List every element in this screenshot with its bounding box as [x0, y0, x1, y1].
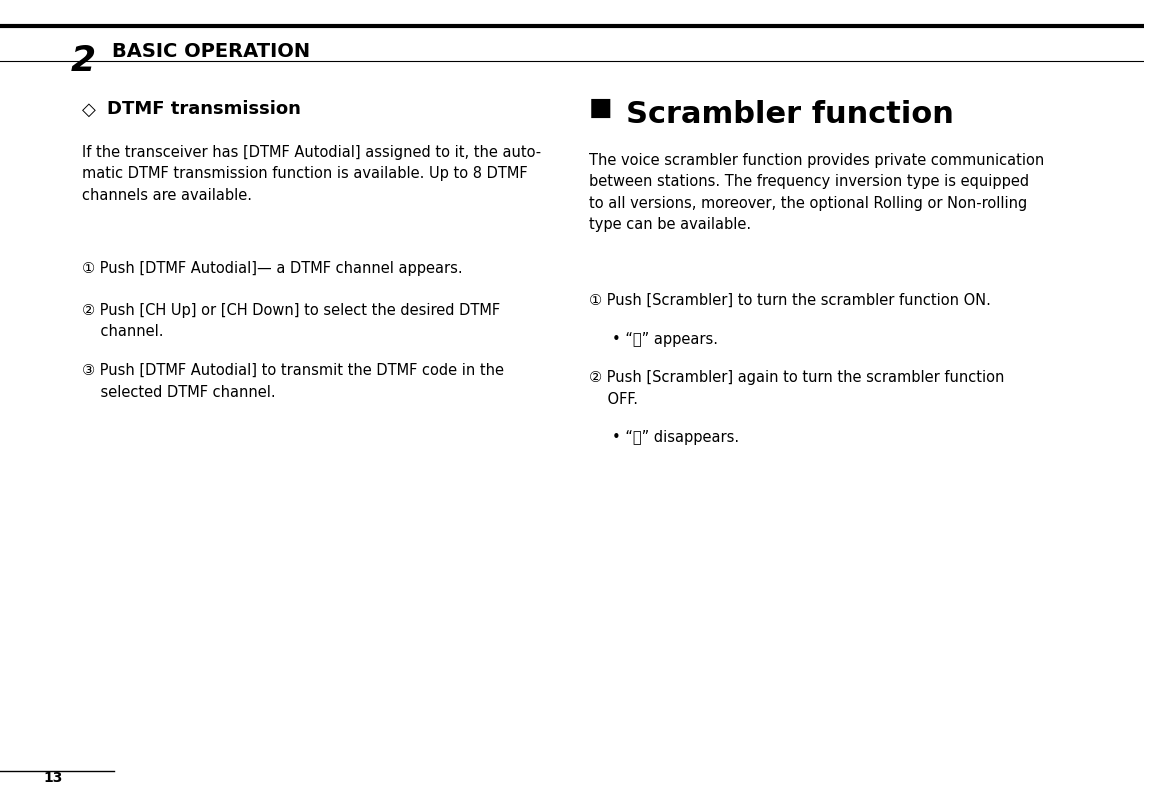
Text: ■: ■ [589, 96, 612, 120]
Text: Scrambler function: Scrambler function [625, 100, 953, 129]
Text: ① Push [Scrambler] to turn the scrambler function ON.: ① Push [Scrambler] to turn the scrambler… [589, 293, 991, 308]
Text: • “␇” appears.: • “␇” appears. [611, 331, 718, 346]
Text: 13: 13 [43, 771, 63, 784]
Text: 2: 2 [71, 44, 96, 78]
Text: ① Push [DTMF Autodial]— a DTMF channel appears.: ① Push [DTMF Autodial]— a DTMF channel a… [83, 261, 462, 276]
Text: ③ Push [DTMF Autodial] to transmit the DTMF code in the
    selected DTMF channe: ③ Push [DTMF Autodial] to transmit the D… [83, 363, 504, 399]
Text: • “␇” disappears.: • “␇” disappears. [611, 430, 739, 445]
Text: BASIC OPERATION: BASIC OPERATION [112, 42, 310, 61]
Text: ② Push [Scrambler] again to turn the scrambler function
    OFF.: ② Push [Scrambler] again to turn the scr… [589, 370, 1004, 407]
Text: If the transceiver has [DTMF Autodial] assigned to it, the auto-
matic DTMF tran: If the transceiver has [DTMF Autodial] a… [83, 144, 541, 202]
Text: ② Push [CH Up] or [CH Down] to select the desired DTMF
    channel.: ② Push [CH Up] or [CH Down] to select th… [83, 302, 501, 339]
Text: DTMF transmission: DTMF transmission [108, 100, 301, 118]
Text: The voice scrambler function provides private communication
between stations. Th: The voice scrambler function provides pr… [589, 152, 1045, 232]
Text: ◇: ◇ [83, 100, 102, 118]
